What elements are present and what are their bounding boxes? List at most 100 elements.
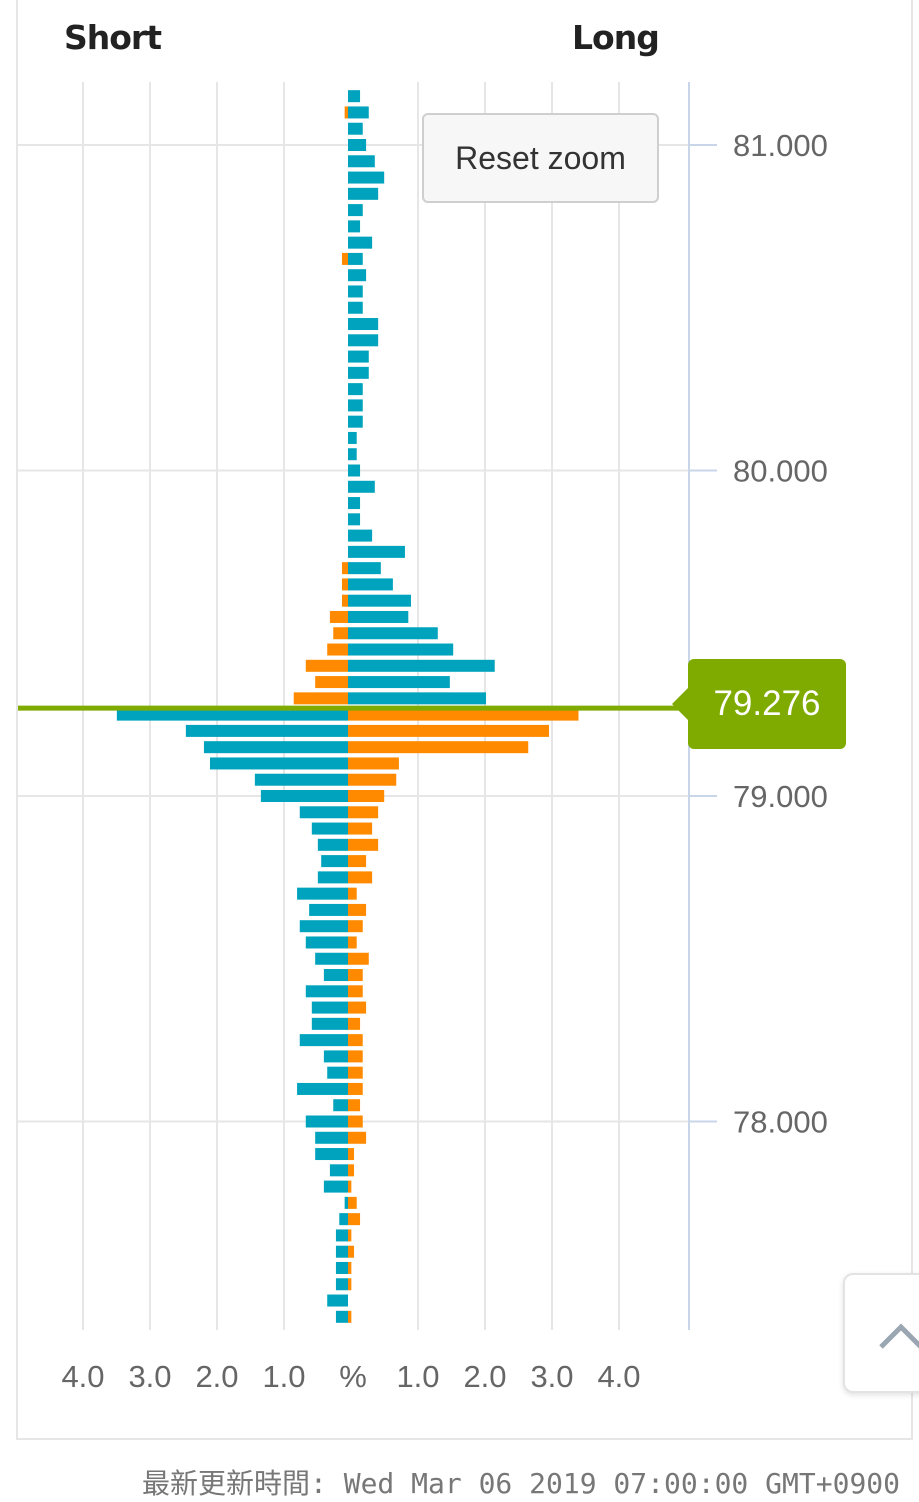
long-bar [348, 562, 381, 575]
long-bar [348, 659, 495, 672]
long-bar [348, 399, 363, 412]
long-bar [348, 1164, 355, 1177]
long-bar [348, 1017, 361, 1030]
short-bar [311, 822, 348, 835]
short-bar [344, 106, 348, 119]
long-bar [348, 187, 379, 200]
long-bar [348, 610, 409, 623]
long-bar [348, 269, 367, 282]
short-bar [297, 1082, 348, 1095]
long-bar [348, 643, 454, 656]
long-bar [348, 969, 363, 982]
long-bar [348, 448, 357, 461]
long-bar [348, 806, 379, 819]
current-price-label: 79.276 [672, 659, 846, 749]
short-bar [311, 1001, 348, 1014]
long-bar [348, 1050, 363, 1063]
long-bar [348, 464, 361, 477]
short-header: Short [64, 18, 162, 57]
short-bar [335, 1261, 348, 1274]
long-bar [348, 1099, 361, 1112]
x-tick-label: 3.0 [530, 1359, 573, 1394]
short-bar [335, 1245, 348, 1258]
short-bar [305, 936, 348, 949]
y-tick-label: 81.000 [733, 128, 828, 163]
short-bar [203, 741, 348, 754]
long-bar [348, 773, 397, 786]
short-bar [327, 1066, 348, 1079]
x-tick-label: % [339, 1359, 367, 1394]
long-bar [348, 708, 579, 721]
long-bar [348, 838, 379, 851]
long-bar [348, 1180, 352, 1193]
reset-zoom-button[interactable]: Reset zoom [422, 113, 659, 203]
short-bar [344, 1196, 348, 1209]
long-bar [348, 887, 357, 900]
short-bar [327, 643, 348, 656]
scroll-to-top-button[interactable] [843, 1273, 919, 1393]
short-bar [323, 1050, 348, 1063]
long-bar [348, 480, 375, 493]
long-bar [348, 855, 367, 868]
long-bar [348, 822, 373, 835]
short-bar [297, 887, 348, 900]
long-bar [348, 578, 393, 591]
long-bar [348, 497, 361, 510]
x-tick-label: 2.0 [195, 1359, 238, 1394]
long-bar [348, 350, 369, 363]
long-bar [348, 545, 405, 558]
short-bar [315, 1148, 348, 1161]
long-bar [348, 1229, 352, 1242]
long-bar [348, 1261, 352, 1274]
short-bar [335, 1310, 348, 1323]
long-bar [348, 1148, 355, 1161]
x-tick-label: 1.0 [396, 1359, 439, 1394]
short-bar [339, 1213, 348, 1226]
long-bar [348, 155, 375, 168]
long-bar [348, 1245, 355, 1258]
short-bar [260, 790, 348, 802]
short-bar [315, 952, 348, 965]
short-bar [185, 724, 348, 737]
short-bar [333, 1099, 348, 1112]
long-bar [348, 676, 450, 689]
x-tick-label: 1.0 [262, 1359, 305, 1394]
order-book-chart: 81.000 80.000 79.000 78.000 4.0 3.0 2.0 1.0% 1.0… [18, 82, 828, 1394]
short-bar [254, 773, 348, 786]
long-bar [348, 871, 373, 884]
long-bar [348, 513, 361, 526]
x-tick-label: 4.0 [597, 1359, 640, 1394]
long-bar [348, 1001, 367, 1014]
short-bar [305, 659, 348, 672]
short-bar [293, 692, 348, 705]
long-bar [348, 724, 549, 737]
long-bar [348, 236, 373, 249]
short-bar [116, 708, 348, 721]
short-bar [341, 578, 348, 591]
long-bar [348, 220, 361, 233]
long-bar [348, 415, 363, 428]
long-bar [348, 139, 367, 151]
short-bar [321, 855, 348, 868]
short-bar [329, 610, 348, 623]
long-bar [348, 692, 487, 705]
long-bar [348, 318, 379, 331]
last-updated-text: 最新更新時間: Wed Mar 06 2019 07:00:00 GMT+090… [142, 1467, 901, 1500]
long-bar [348, 431, 357, 444]
short-bar [315, 1131, 348, 1144]
short-bar [341, 562, 348, 575]
long-bar [348, 252, 363, 265]
short-bar [311, 1017, 348, 1030]
long-bar [348, 106, 369, 119]
long-bar [348, 122, 363, 135]
short-bar [305, 985, 348, 998]
long-bar [348, 790, 385, 802]
long-bar [348, 1278, 352, 1291]
long-bar [348, 952, 369, 965]
long-bar [348, 90, 361, 103]
short-bar [329, 1164, 348, 1177]
short-bar [309, 903, 348, 916]
long-bar [348, 171, 385, 184]
long-bar [348, 594, 411, 607]
short-bar [327, 1294, 348, 1307]
